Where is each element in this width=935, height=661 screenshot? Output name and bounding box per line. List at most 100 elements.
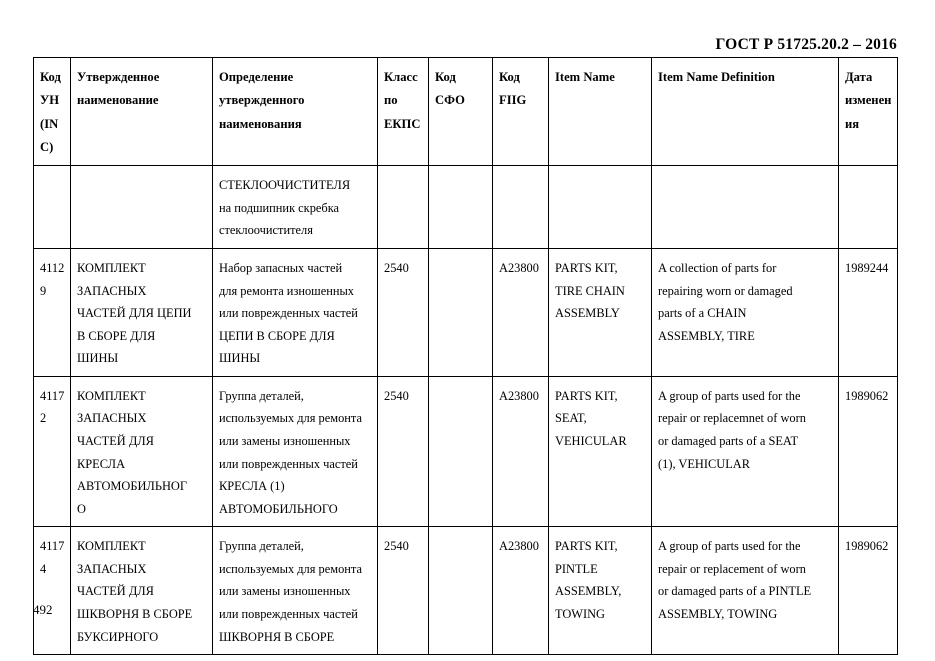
cell-line: Группа деталей, <box>219 539 304 554</box>
cell-line: PARTS KIT, <box>555 539 618 554</box>
cell-change_date: 1989062 <box>838 375 898 528</box>
cell-line: A23800 <box>499 539 539 554</box>
page-number: 492 <box>33 602 53 617</box>
cell-line: на подшипник скребка <box>219 200 340 215</box>
cell-line: или поврежденных частей <box>219 607 358 622</box>
cell-approved_name: КОМПЛЕКТ ЗАПАСНЫХ ЧАСТЕЙ ДЛЯ КРЕСЛА АВТОМОБИ… <box>70 375 213 528</box>
cell-line: ШКВОРНЯ В СБОРЕ <box>219 629 335 644</box>
cell-sfo <box>428 165 493 249</box>
column-header-line: Item Name <box>555 70 615 84</box>
cell-line: 2540 <box>384 539 409 554</box>
cell-line: ЗАПАСНЫХ <box>77 561 147 576</box>
cell-inc: 41174 <box>33 526 71 656</box>
column-header-line: по <box>384 93 398 108</box>
cell-line: A23800 <box>499 260 539 275</box>
column-header-ekps: Класс по ЕКПС <box>377 56 429 167</box>
cell-line: or damaged parts of a PINTLE <box>658 584 812 599</box>
cell-line: ЧАСТЕЙ ДЛЯ <box>77 584 154 599</box>
cell-line: ASSEMBLY <box>555 306 620 321</box>
cell-definition: Группа деталей, используемых для ремонта и… <box>212 375 378 528</box>
cell-line: СТЕКЛООЧИСТИТЕЛЯ <box>219 178 351 193</box>
table-body: СТЕКЛООЧИСТИТЕЛЯ на подшипник скребка стек… <box>33 165 898 656</box>
cell-line: АВТОМОБИЛЬНОГО <box>219 501 338 516</box>
cell-item_name: PARTS KIT, TIRE CHAIN ASSEMBLY <box>548 247 652 377</box>
cell-line: 1989244 <box>845 260 889 275</box>
column-header-change_date: Дата изменен ия <box>838 56 898 167</box>
cell-ekps: 2540 <box>377 375 429 528</box>
cell-line: repair or replacemnet of worn <box>658 411 806 426</box>
cell-fiig: A23800 <box>492 247 549 377</box>
cell-line: ЧАСТЕЙ ДЛЯ ЦЕПИ <box>77 306 192 321</box>
column-header-line: наименование <box>77 93 159 108</box>
cell-item_name <box>548 165 652 249</box>
cell-change_date: 1989062 <box>838 526 898 656</box>
cell-line: для ремонта изношенных <box>219 283 354 298</box>
cell-line: используемых для ремонта <box>219 561 362 576</box>
cell-line: PARTS KIT, <box>555 260 618 275</box>
column-header-fiig: Код FIIG <box>492 56 549 167</box>
cell-item_name: PARTS KIT, SEAT, VEHICULAR <box>548 375 652 528</box>
cell-item_name_definition <box>651 165 839 249</box>
cell-line: АВТОМОБИЛЬНОГ <box>77 479 188 494</box>
document-standard-header: ГОСТ Р 51725.20.2 – 2016 <box>715 36 897 53</box>
cell-line: ЗАПАСНЫХ <box>77 283 147 298</box>
cell-sfo <box>428 375 493 528</box>
cell-line: или замены изношенных <box>219 584 351 599</box>
cell-inc: 41172 <box>33 375 71 528</box>
column-header-line: Класс <box>384 70 418 84</box>
cell-line: ЦЕПИ В СБОРЕ ДЛЯ <box>219 328 335 343</box>
cell-line: КРЕСЛА (1) <box>219 479 285 494</box>
cell-line: TIRE CHAIN <box>555 283 625 298</box>
column-header-line: Код <box>40 70 61 84</box>
column-header-line: Код <box>435 70 456 84</box>
cell-fiig <box>492 165 549 249</box>
column-header-line: (INC) <box>40 116 59 154</box>
cell-line: VEHICULAR <box>555 433 627 448</box>
cell-line: БУКСИРНОГО <box>77 629 159 644</box>
cell-line: Группа деталей, <box>219 388 304 403</box>
column-header-inc: Код УН (INC) <box>33 56 71 167</box>
cell-sfo <box>428 247 493 377</box>
cell-inc <box>33 165 71 249</box>
cell-definition: Набор запасных частей для ремонта изношен… <box>212 247 378 377</box>
column-header-line: Item Name Definition <box>658 70 775 84</box>
cell-line: В СБОРЕ ДЛЯ <box>77 328 156 343</box>
cell-line: КОМПЛЕКТ <box>77 539 146 554</box>
cell-definition: Группа деталей, используемых для ремонта и… <box>212 526 378 656</box>
cell-approved_name <box>70 165 213 249</box>
cell-item_name_definition: A group of parts used for the repair or r… <box>651 526 839 656</box>
column-header-line: изменен <box>845 93 892 108</box>
column-header-line: FIIG <box>499 93 527 108</box>
cell-line: A group of parts used for the <box>658 539 801 554</box>
cell-line: ASSEMBLY, TIRE <box>658 328 755 343</box>
cell-change_date: 1989244 <box>838 247 898 377</box>
cell-line: (1), VEHICULAR <box>658 456 751 471</box>
cell-line: ЧАСТЕЙ ДЛЯ <box>77 433 154 448</box>
cell-ekps <box>377 165 429 249</box>
cell-line: КОМПЛЕКТ <box>77 388 146 403</box>
cell-line: Набор запасных частей <box>219 260 343 275</box>
table-row: 41174 КОМПЛЕКТ ЗАПАСНЫХ ЧАСТЕЙ ДЛЯ ШКВОРНЯ В… <box>33 526 898 656</box>
cell-line: repair or replacement of worn <box>658 561 806 576</box>
cell-line: ASSEMBLY, <box>555 584 622 599</box>
cell-line: ШИНЫ <box>77 351 119 366</box>
column-header-line: Утвержденное <box>77 70 160 84</box>
cell-ekps: 2540 <box>377 247 429 377</box>
cell-definition: СТЕКЛООЧИСТИТЕЛЯ на подшипник скребка стек… <box>212 165 378 249</box>
cell-line: 2540 <box>384 388 409 403</box>
cell-line: SEAT, <box>555 411 587 426</box>
column-header-item_name_definition: Item Name Definition <box>651 56 839 167</box>
cell-line: или поврежденных частей <box>219 456 358 471</box>
cell-inc: 41129 <box>33 247 71 377</box>
specification-table: Код УН (INC) Утвержденное наименование Опреде… <box>33 56 898 656</box>
cell-item_name_definition: A group of parts used for the repair or r… <box>651 375 839 528</box>
cell-change_date <box>838 165 898 249</box>
cell-ekps: 2540 <box>377 526 429 656</box>
cell-line: ШИНЫ <box>219 351 261 366</box>
cell-line: 41172 <box>40 388 65 426</box>
column-header-line: Определение <box>219 70 294 84</box>
column-header-line: Код <box>499 70 520 84</box>
cell-line: стеклоочистителя <box>219 223 313 238</box>
cell-line: ШКВОРНЯ В СБОРЕ <box>77 607 193 622</box>
cell-line: КОМПЛЕКТ <box>77 260 146 275</box>
